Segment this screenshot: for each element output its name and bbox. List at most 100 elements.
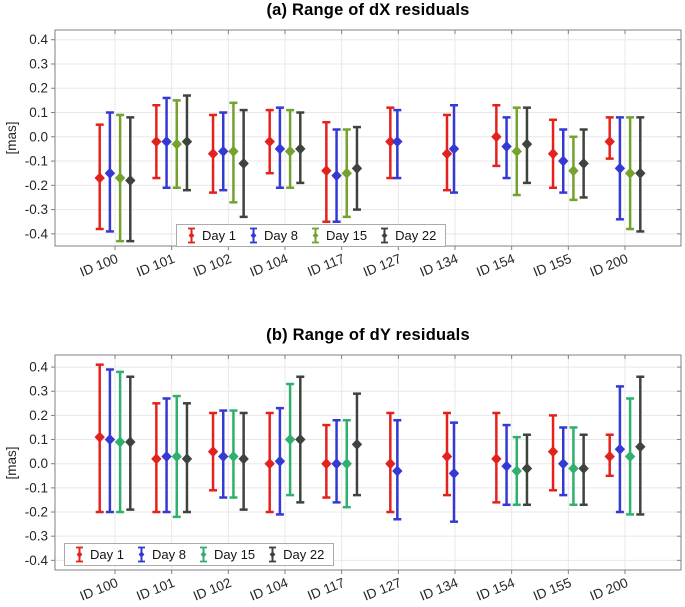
subplot-a-legend: Day 1 Day 8 Day 15 Day 22 xyxy=(176,224,447,247)
errorbar xyxy=(207,113,219,194)
series-day-1 xyxy=(94,363,615,514)
x-tick-label: ID 127 xyxy=(361,575,404,604)
legend-item-label: Day 15 xyxy=(325,228,368,243)
subplot-b-plot: 0.4 0.3 0.2 0.1 0.0 -0.1 -0.2 -0.3 -0.4 ID 100 ID … xyxy=(25,354,682,604)
errorbar xyxy=(341,418,352,509)
errorbar xyxy=(491,103,502,168)
x-tick-label: ID 104 xyxy=(248,575,291,604)
series-day-22 xyxy=(125,94,646,243)
x-tick-label: ID 101 xyxy=(134,251,177,280)
errorbar-icon xyxy=(269,546,277,563)
errorbar xyxy=(238,411,249,511)
errorbar-icon xyxy=(249,227,257,244)
legend-item-day-8: Day 8 xyxy=(136,546,186,563)
x-tick-label: ID 101 xyxy=(134,575,177,604)
axes xyxy=(51,29,682,250)
errorbar xyxy=(521,106,533,185)
errorbar xyxy=(385,106,396,180)
errorbar xyxy=(151,402,162,514)
errorbar xyxy=(351,125,363,211)
x-tick-label: ID 134 xyxy=(418,251,461,280)
errorbar xyxy=(284,108,296,190)
series-day-22 xyxy=(125,375,646,516)
y-tick-label: -0.4 xyxy=(25,226,49,241)
x-tick-label: ID 155 xyxy=(531,251,574,280)
errorbar xyxy=(448,103,460,194)
errorbar xyxy=(568,426,579,507)
errorbar xyxy=(114,370,126,514)
legend-item-day-15: Day 15 xyxy=(198,546,255,563)
errorbar xyxy=(104,368,116,514)
errorbar xyxy=(578,128,589,199)
legend-item-day-1: Day 1 xyxy=(74,546,124,563)
x-tick-label: ID 127 xyxy=(361,251,404,280)
errorbar xyxy=(501,423,512,507)
x-tick-label: ID 100 xyxy=(78,575,121,604)
errorbar xyxy=(392,108,403,180)
errorbar xyxy=(295,111,306,185)
series-day-15 xyxy=(114,99,636,243)
errorbar xyxy=(284,382,296,497)
x-tick-label: ID 102 xyxy=(191,575,234,604)
legend-item-day-22: Day 22 xyxy=(267,546,324,563)
errorbar xyxy=(448,421,460,523)
errorbar xyxy=(624,116,636,231)
errorbar xyxy=(94,123,105,231)
errorbar-icon xyxy=(188,227,195,244)
errorbar xyxy=(558,426,569,497)
errorbar xyxy=(331,418,342,504)
y-tick-label: 0.1 xyxy=(29,432,48,447)
y-tick-label: 0.4 xyxy=(29,32,48,47)
x-tick-label: ID 200 xyxy=(588,575,631,604)
errorbar xyxy=(614,116,626,221)
errorbar xyxy=(228,101,239,204)
legend-item-label: Day 1 xyxy=(90,547,124,562)
errorbar xyxy=(341,128,352,219)
subplot-b-title: (b) Range of dY residuals xyxy=(266,326,470,344)
errorbar xyxy=(635,116,646,233)
errorbar xyxy=(392,418,403,521)
errorbar-icon xyxy=(137,546,145,563)
errorbar xyxy=(385,411,396,514)
errorbar xyxy=(125,375,136,511)
errorbar xyxy=(321,120,332,223)
errorbar xyxy=(568,135,579,202)
errorbar xyxy=(125,116,136,243)
errorbar xyxy=(274,406,286,516)
gridlines xyxy=(56,356,680,569)
errorbar xyxy=(547,414,559,492)
errorbar xyxy=(441,411,453,497)
y-tick-label: -0.3 xyxy=(25,202,48,217)
errorbar xyxy=(521,433,533,507)
errorbar xyxy=(604,116,615,160)
y-tick-label: -0.1 xyxy=(25,154,48,169)
errorbar-icon xyxy=(381,227,389,244)
errorbar xyxy=(511,106,522,197)
errorbar xyxy=(604,433,615,478)
legend-item-day-8: Day 8 xyxy=(248,227,298,244)
errorbar-icon xyxy=(199,546,207,563)
errorbar-icon xyxy=(311,227,319,244)
x-tick-label: ID 155 xyxy=(531,575,574,604)
errorbar xyxy=(161,96,172,190)
y-tick-label: -0.2 xyxy=(25,505,48,520)
errorbar xyxy=(331,128,342,223)
subplot-a-title: (a) Range of dX residuals xyxy=(266,1,470,19)
legend-item-day-1: Day 1 xyxy=(186,227,236,244)
y-tick-label: 0.3 xyxy=(29,56,48,71)
errorbar xyxy=(491,411,502,504)
errorbar xyxy=(511,435,522,507)
legend-item-label: Day 8 xyxy=(151,547,186,562)
y-tick-label: -0.2 xyxy=(25,178,48,193)
subplot-b-ylabel: [mas] xyxy=(4,446,19,480)
errorbar xyxy=(614,385,626,514)
gridlines xyxy=(56,31,680,245)
legend-item-label: Day 8 xyxy=(263,228,298,243)
x-tick-label: ID 100 xyxy=(78,251,121,280)
legend-item-label: Day 22 xyxy=(283,547,325,562)
errorbar xyxy=(181,402,193,514)
series-day-1 xyxy=(94,103,615,231)
x-tick-label: ID 117 xyxy=(305,251,347,279)
errorbar xyxy=(351,392,363,497)
legend-item-label: Day 1 xyxy=(202,228,236,243)
